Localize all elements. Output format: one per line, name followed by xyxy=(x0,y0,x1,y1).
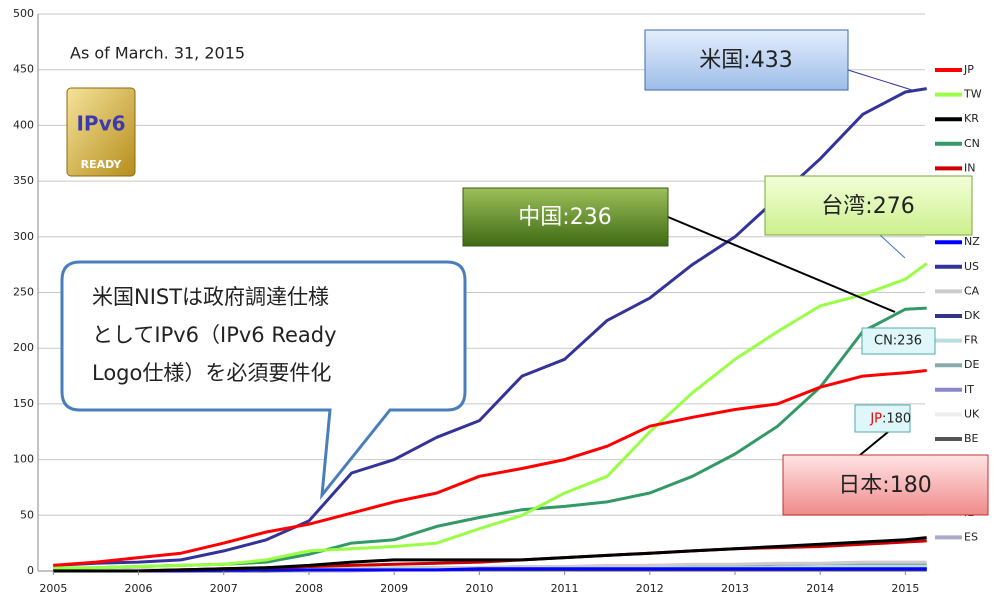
legend-label: KR xyxy=(964,112,979,125)
y-tick-label: 100 xyxy=(13,453,34,466)
x-tick-label: 2009 xyxy=(380,582,408,595)
callout-box xyxy=(782,454,989,516)
x-tick-label: 2013 xyxy=(721,582,749,595)
callout-box xyxy=(861,327,936,355)
legend-label: FR xyxy=(964,334,978,347)
leader-line xyxy=(847,69,913,91)
speech-bubble: 米国NISTは政府調達仕様 としてIPv6（IPv6 Ready Logo仕様）… xyxy=(60,260,467,500)
legend-label: CA xyxy=(964,284,980,297)
leader-line xyxy=(859,431,889,456)
callout-text: 米国:433 xyxy=(699,48,792,73)
callout-text: 台湾:276 xyxy=(821,194,914,219)
y-tick-label: 350 xyxy=(13,174,34,187)
x-tick-label: 2011 xyxy=(551,582,579,595)
legend-label: JP xyxy=(963,63,974,76)
legend-label: IT xyxy=(964,383,974,396)
logo: IPv6 READY xyxy=(66,87,136,177)
callout-text: 日本:180 xyxy=(838,473,931,498)
y-tick-label: 0 xyxy=(27,564,34,577)
callout-text: 中国:236 xyxy=(518,205,611,230)
series-line xyxy=(53,262,928,570)
legend-label: NZ xyxy=(964,235,980,248)
y-tick-label: 200 xyxy=(13,341,34,354)
series-line xyxy=(53,369,927,567)
x-tick-label: 2007 xyxy=(210,582,238,595)
x-tick-label: 2008 xyxy=(295,582,323,595)
callout-text: :180 xyxy=(882,412,911,427)
y-tick-label: 400 xyxy=(13,118,34,131)
legend-label: TW xyxy=(963,88,982,101)
bubble-text: としてIPv6（IPv6 Ready xyxy=(92,323,337,347)
y-tick-label: 250 xyxy=(13,286,34,299)
callout-box xyxy=(644,29,849,91)
y-tick-label: 300 xyxy=(13,230,34,243)
legend-label: US xyxy=(964,260,979,273)
x-tick-label: 2014 xyxy=(806,582,834,595)
x-tick-label: 2015 xyxy=(891,582,919,595)
callout-box xyxy=(764,175,973,236)
y-tick-label: 50 xyxy=(20,508,34,521)
x-tick-label: 2012 xyxy=(636,582,664,595)
x-tick-label: 2005 xyxy=(39,582,67,595)
series-line xyxy=(53,536,927,573)
callouts: 米国:433 台湾:276 中国:236 CN:236 JP :180 日本:1… xyxy=(462,29,989,516)
x-tick-label: 2006 xyxy=(125,582,153,595)
legend-label: BE xyxy=(964,432,979,445)
legend-label: UK xyxy=(964,407,980,420)
leader-line xyxy=(879,234,906,259)
callout-box xyxy=(462,187,669,247)
logo-text: READY xyxy=(81,158,123,171)
callout-box xyxy=(854,404,911,433)
legend-label: ES xyxy=(964,530,978,543)
subtitle: As of March. 31, 2015 xyxy=(70,44,245,63)
leader-line xyxy=(667,216,896,313)
x-tick-label: 2010 xyxy=(465,582,493,595)
logo-text: IPv6 xyxy=(76,112,125,136)
legend-label: IN xyxy=(964,161,975,174)
y-tick-label: 450 xyxy=(13,63,34,76)
bubble-text: 米国NISTは政府調達仕様 xyxy=(92,285,329,309)
callout-text: CN:236 xyxy=(874,334,922,349)
legend-label: DK xyxy=(964,309,980,322)
bubble-text: Logo仕様）を必須要件化 xyxy=(92,361,331,385)
legend-label: CN xyxy=(964,137,980,150)
y-tick-label: 500 xyxy=(13,7,34,20)
legend-label: DE xyxy=(964,358,979,371)
callout-text: JP xyxy=(869,412,882,427)
y-tick-label: 150 xyxy=(13,397,34,410)
